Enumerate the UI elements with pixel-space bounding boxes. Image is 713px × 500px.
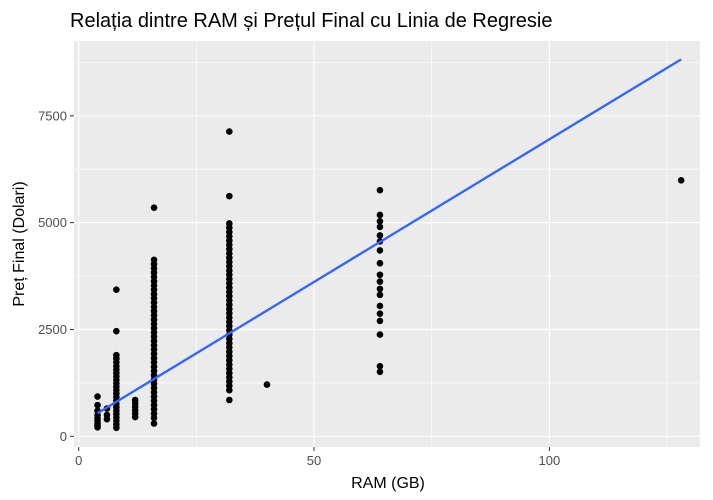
- data-point: [376, 362, 384, 370]
- data-point: [150, 204, 158, 211]
- x-tick-label: 50: [307, 453, 321, 468]
- data-point: [94, 393, 101, 400]
- data-point: [113, 327, 120, 335]
- x-tick-label: 100: [539, 453, 561, 468]
- grid-major: [74, 41, 700, 447]
- data-point: [376, 223, 384, 231]
- y-tick-label: 0: [60, 429, 67, 444]
- data-point: [376, 368, 384, 376]
- plot-panel: [74, 41, 700, 447]
- data-point: [150, 414, 158, 422]
- data-point: [376, 291, 384, 299]
- chart-title: Relația dintre RAM și Prețul Final cu Li…: [70, 10, 552, 32]
- data-point: [376, 247, 384, 254]
- data-point: [376, 331, 384, 338]
- data-point: [226, 128, 233, 135]
- data-point: [113, 424, 120, 432]
- data-point: [113, 286, 120, 294]
- y-tick-label: 7500: [38, 108, 67, 123]
- data-point: [376, 232, 384, 239]
- data-point: [226, 396, 233, 404]
- data-point: [376, 278, 384, 285]
- x-tick-label: 0: [75, 453, 82, 468]
- y-axis-title: Preț Final (Dolari): [11, 181, 28, 306]
- data-point: [376, 302, 384, 310]
- data-point: [376, 186, 384, 194]
- regression-line: [96, 58, 682, 415]
- data-point: [94, 401, 101, 409]
- x-axis-ticks: 0 50 100: [75, 447, 560, 468]
- data-point: [150, 420, 158, 427]
- y-tick-label: 2500: [38, 322, 67, 337]
- data-point: [376, 271, 384, 279]
- data-point: [677, 177, 685, 184]
- data-point: [376, 259, 384, 267]
- data-point: [103, 415, 111, 423]
- grid-minor: [74, 41, 700, 447]
- y-tick-label: 5000: [38, 215, 67, 230]
- data-point: [376, 211, 384, 219]
- data-point: [226, 386, 233, 394]
- data-point: [263, 381, 271, 388]
- data-point: [376, 310, 384, 317]
- data-point: [131, 413, 139, 421]
- x-axis-title: RAM (GB): [351, 475, 425, 492]
- data-point: [376, 218, 384, 225]
- data-point: [226, 192, 233, 200]
- y-axis-ticks: 0 2500 5000 7500: [38, 108, 74, 444]
- data-point: [376, 285, 384, 293]
- data-point: [94, 424, 101, 431]
- data-point: [376, 317, 384, 325]
